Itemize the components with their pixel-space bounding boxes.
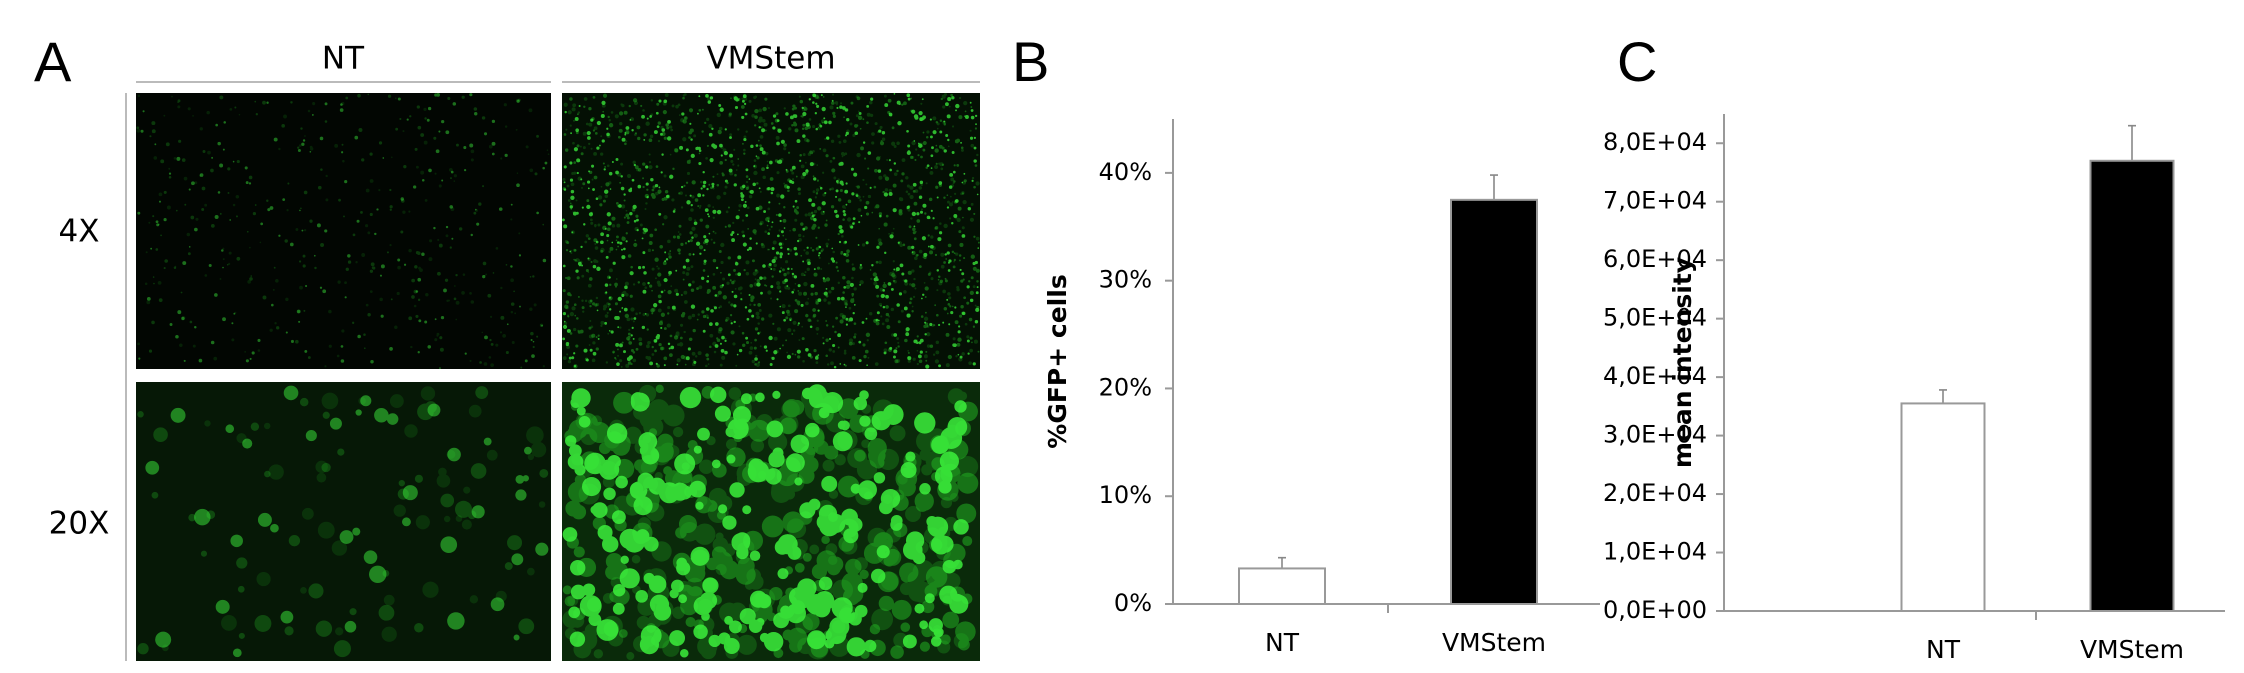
x-tick-label: VMStem: [2080, 635, 2184, 664]
cell-dots: [137, 386, 549, 658]
y-tick-label: 0%: [1114, 589, 1152, 617]
y-tick-label: 2,0E+04: [1603, 479, 1707, 507]
y-tick-label: 8,0E+04: [1603, 128, 1707, 156]
cell-dots: [562, 384, 979, 659]
y-tick-label: 7,0E+04: [1603, 187, 1707, 215]
y-axis-label: mean intensity: [1668, 257, 1697, 468]
row-header: 20X: [49, 506, 110, 542]
error-bar: [1278, 556, 1286, 569]
cell-dots: [562, 384, 969, 658]
column-header: NT: [322, 41, 365, 77]
error-bar: [1490, 174, 1498, 200]
x-tick-label: NT: [1926, 635, 1961, 664]
y-axis-label: %GFP+ cells: [1043, 274, 1072, 448]
y-tick-label: 0,0E+00: [1603, 596, 1707, 624]
bar: [1238, 567, 1326, 606]
y-tick-label: 20%: [1099, 373, 1152, 401]
panel-label: A: [34, 30, 72, 93]
micrographs: [136, 93, 980, 661]
cell-dots: [136, 93, 545, 369]
panel-label: C: [1617, 30, 1657, 93]
y-tick-label: 3,0E+04: [1603, 421, 1707, 449]
micrograph: [562, 93, 980, 369]
y-tick-label: 1,0E+04: [1603, 538, 1707, 566]
column-header: VMStem: [706, 41, 835, 77]
x-tick-label: NT: [1265, 628, 1300, 657]
error-bar: [2128, 124, 2136, 161]
cell-dots: [145, 385, 549, 658]
x-tick-label: VMStem: [1442, 628, 1546, 657]
cell-dots: [562, 93, 980, 369]
y-tick-label: 10%: [1099, 481, 1152, 509]
y-tick-label: 4,0E+04: [1603, 362, 1707, 390]
y-tick-label: 30%: [1099, 266, 1152, 294]
panel-label: B: [1012, 30, 1049, 93]
y-tick-label: 6,0E+04: [1603, 245, 1707, 273]
error-bar: [1939, 389, 1947, 404]
bar: [2089, 159, 2175, 613]
micrograph: [136, 93, 551, 369]
bar: [1900, 402, 1986, 612]
row-header: 4X: [59, 214, 100, 250]
y-tick-label: 40%: [1099, 158, 1152, 186]
bar: [1450, 198, 1538, 605]
y-tick-label: 5,0E+04: [1603, 304, 1707, 332]
